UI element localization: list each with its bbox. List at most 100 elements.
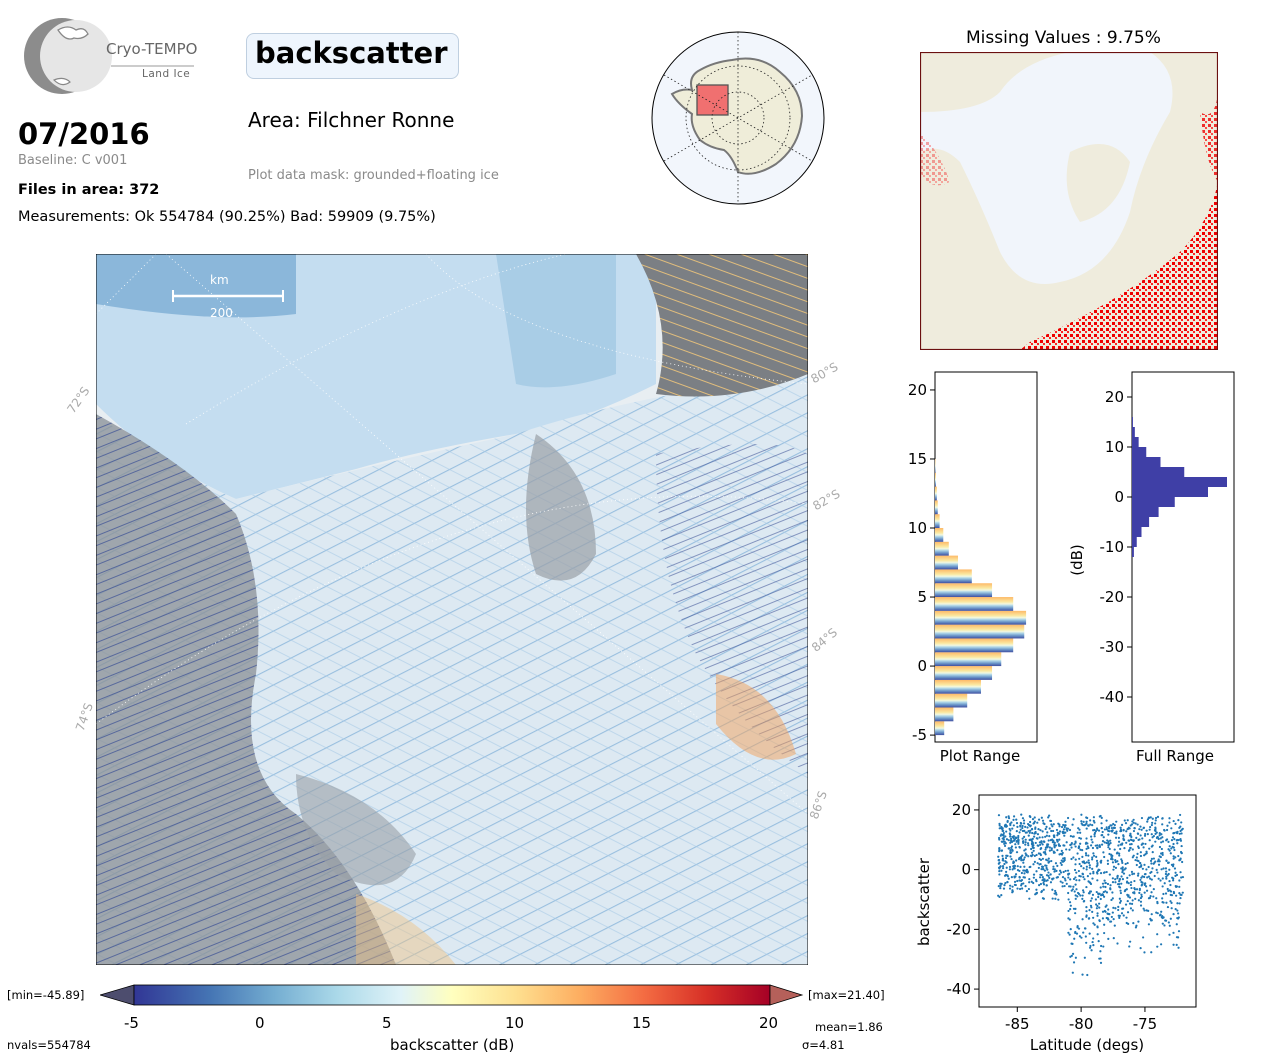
scatter-point (1181, 875, 1185, 879)
scatter-point (1085, 865, 1088, 868)
histogram-bar (935, 583, 993, 598)
scatter-point (1003, 862, 1006, 866)
scatter-point (1179, 871, 1182, 874)
scatter-point (1092, 829, 1095, 832)
scatter-point (1017, 836, 1020, 839)
scatter-point (1018, 831, 1021, 834)
scatter-point (1145, 885, 1148, 888)
histogram-bar (1132, 537, 1137, 547)
scatter-point (1122, 914, 1125, 917)
scatter-point (1139, 834, 1142, 837)
scatter-point (1069, 928, 1072, 931)
scatter-point (1012, 861, 1016, 864)
scatter-point (1062, 860, 1066, 863)
histogram-bar (935, 707, 954, 722)
scatter-point (1092, 870, 1095, 873)
scatter-point (998, 824, 1001, 827)
scatter-point (1097, 829, 1101, 832)
scatter-point (1016, 887, 1019, 890)
scatter-point (1181, 891, 1184, 894)
scatter-point (1169, 900, 1172, 903)
scatter-point (1052, 841, 1055, 844)
scatter-point (1150, 845, 1153, 848)
scatter-point (1102, 851, 1105, 854)
scatter-point (1067, 876, 1070, 879)
scatter-point (1169, 852, 1172, 855)
y-tick-label: 5 (917, 588, 927, 606)
sigma-label: σ=4.81 (802, 1038, 845, 1052)
scatter-point (1123, 847, 1126, 850)
scatter-point (1087, 861, 1091, 864)
scatter-point (1048, 860, 1051, 863)
scatter-point (1151, 851, 1154, 854)
histogram-bar (935, 693, 968, 708)
scatter-point (1175, 923, 1178, 926)
scatter-point (1135, 856, 1138, 859)
scatter-point (1035, 870, 1038, 873)
scatter-point (1039, 843, 1042, 846)
scatter-point (1068, 901, 1072, 904)
scatter-point (1112, 937, 1115, 940)
scatter-point (1138, 887, 1141, 891)
scatter-point (1068, 848, 1071, 851)
scatter-point (1082, 891, 1085, 894)
scatter-point (1128, 896, 1132, 899)
scatter-point (1150, 919, 1153, 922)
scatter-point (1160, 910, 1163, 913)
scatter-point (1130, 835, 1133, 839)
scatter-point (1001, 864, 1005, 868)
scatter-point (1010, 876, 1013, 879)
plot-range-histogram: 20 15 10 5 0 -5 Plot Range (908, 371, 1038, 765)
scatter-point (1150, 913, 1153, 916)
scatter-point (1143, 854, 1146, 857)
scatter-point (1113, 924, 1116, 927)
logo-graphic (24, 18, 194, 94)
scatter-point (1045, 834, 1048, 837)
scatter-point (1166, 905, 1170, 909)
scatter-point (1134, 858, 1137, 862)
scatter-point (1107, 846, 1110, 849)
scatter-point (1004, 842, 1007, 845)
scatter-point (1059, 852, 1063, 856)
baseline-label: Baseline: C v001 (18, 153, 128, 168)
y-tick-label: -10 (1100, 538, 1125, 556)
scatter-point (1037, 818, 1041, 821)
scatter-point (1052, 850, 1055, 853)
scatter-point (1097, 940, 1100, 943)
scatter-point (1155, 831, 1158, 834)
scatter-point (1110, 856, 1113, 859)
scatter-point (1022, 840, 1025, 843)
scatter-point (1089, 872, 1092, 875)
scatter-point (1119, 828, 1123, 831)
scatter-point (1046, 843, 1050, 846)
scatter-point (1113, 826, 1116, 829)
scatter-point (1044, 848, 1047, 851)
scatter-point (1120, 823, 1124, 827)
scatter-point (1164, 919, 1167, 922)
scatter-point (1074, 897, 1077, 900)
scatter-point (1065, 848, 1068, 851)
histogram-bar (935, 597, 1014, 611)
full-range-label: Full Range (1136, 747, 1214, 765)
scatter-point (1033, 821, 1036, 825)
scatter-point (1020, 859, 1023, 862)
scatter-point (1005, 838, 1009, 841)
scatter-point (1062, 844, 1065, 847)
scatter-point (1162, 901, 1165, 904)
scatter-point (1098, 906, 1101, 909)
scatter-point (1089, 823, 1092, 826)
scatter-point (1005, 816, 1008, 819)
scatter-point (1028, 881, 1031, 884)
scatter-point (1132, 818, 1135, 821)
scatter-point (1045, 866, 1048, 870)
scatter-point (1099, 961, 1103, 964)
scatter-point (1069, 904, 1072, 907)
scatter-point (1120, 912, 1124, 915)
scatter-point (1119, 847, 1122, 851)
scatter-point (1067, 898, 1070, 901)
y-tick-label: -5 (912, 726, 927, 744)
scatter-point (1045, 825, 1048, 828)
scatter-point (1101, 882, 1105, 885)
scatter-point (1007, 815, 1010, 818)
scatter-point (1121, 842, 1124, 845)
